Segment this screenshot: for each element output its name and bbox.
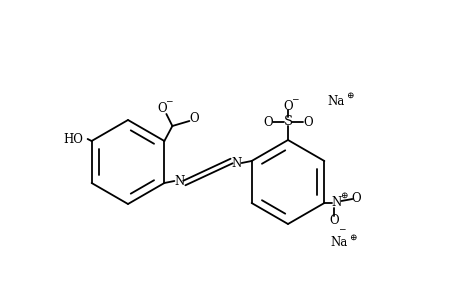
Text: Na: Na	[327, 94, 344, 107]
Text: N: N	[231, 157, 241, 169]
Text: O: O	[157, 101, 167, 115]
Text: S: S	[283, 115, 292, 128]
Text: O: O	[351, 193, 360, 206]
Text: ⊕: ⊕	[348, 232, 355, 242]
Text: N: N	[174, 175, 184, 188]
Text: O: O	[189, 112, 199, 124]
Text: −: −	[164, 97, 172, 106]
Text: O: O	[302, 116, 312, 128]
Text: O: O	[263, 116, 272, 128]
Text: −: −	[291, 94, 298, 103]
Text: ⊕: ⊕	[346, 91, 353, 100]
Text: O: O	[283, 100, 292, 112]
Text: O: O	[329, 214, 338, 227]
Text: Na: Na	[330, 236, 347, 250]
Text: HO: HO	[63, 133, 84, 146]
Text: ⊕: ⊕	[339, 190, 347, 200]
Text: N: N	[330, 196, 341, 208]
Text: −: −	[337, 224, 344, 233]
